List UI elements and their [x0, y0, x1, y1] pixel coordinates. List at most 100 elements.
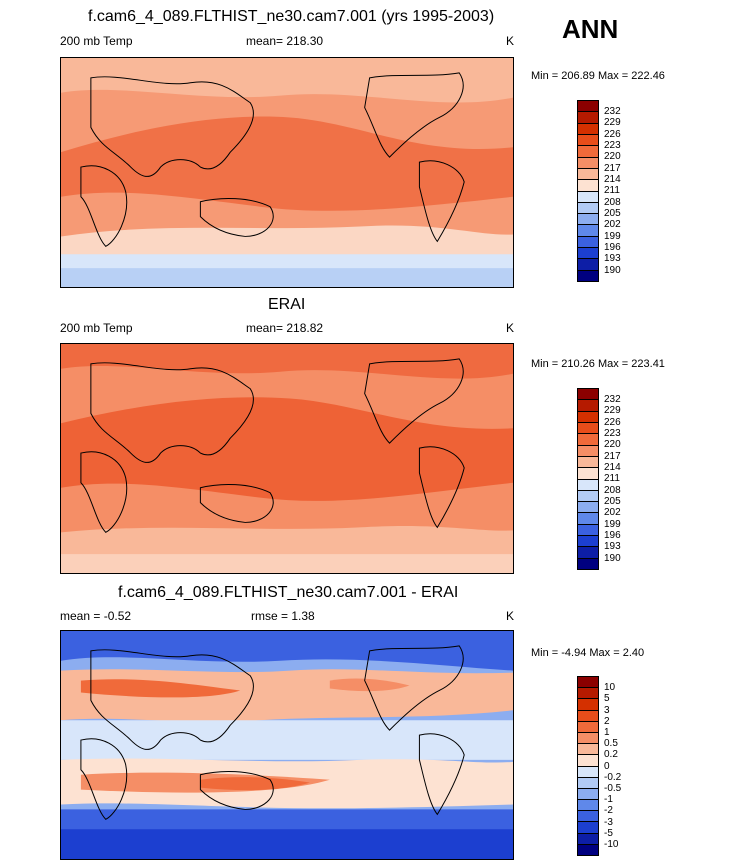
colorbar-cell	[578, 479, 598, 491]
colorbar-cell	[578, 800, 598, 812]
colorbar-cell	[578, 248, 598, 260]
colorbar-label: 2	[604, 715, 610, 727]
colorbar-cell	[578, 389, 598, 401]
colorbar-label: 193	[604, 541, 621, 553]
colorbar-label: 229	[604, 405, 621, 417]
colorbar-cell	[578, 456, 598, 469]
panel1-colorbar	[577, 100, 599, 282]
colorbar-label: 211	[604, 473, 620, 485]
colorbar-label: 5	[604, 693, 610, 705]
panel2-mean-label: mean= 218.82	[246, 321, 324, 335]
colorbar-cell	[578, 833, 598, 845]
colorbar-cell	[578, 777, 598, 789]
colorbar-cell	[578, 688, 598, 700]
panel1-mean-label: mean= 218.30	[246, 34, 324, 48]
colorbar-label: 205	[604, 496, 621, 508]
colorbar-cell	[578, 445, 598, 457]
colorbar-cell	[578, 422, 598, 435]
panel1-title: f.cam6_4_089.FLTHIST_ne30.cam7.001 (yrs …	[88, 8, 495, 25]
colorbar-cell	[578, 270, 598, 281]
colorbar-cell	[578, 214, 598, 226]
colorbar-label: 3	[604, 704, 610, 716]
colorbar-cell	[578, 536, 598, 548]
panel3-title: f.cam6_4_089.FLTHIST_ne30.cam7.001 - ERA…	[118, 584, 459, 601]
colorbar-cell	[578, 721, 598, 733]
colorbar-label: 214	[604, 462, 621, 474]
colorbar-label: -0.2	[604, 771, 622, 783]
colorbar-cell	[578, 123, 598, 135]
colorbar-label: 208	[604, 196, 621, 208]
colorbar-cell	[578, 191, 598, 203]
colorbar-cell	[578, 788, 598, 801]
panel3-minmax: Min = -4.94 Max = 2.40	[531, 647, 645, 659]
colorbar-label: 196	[604, 530, 621, 542]
colorbar-cell	[578, 490, 598, 503]
colorbar-cell	[578, 180, 598, 192]
colorbar-cell	[578, 236, 598, 249]
colorbar-label: 199	[604, 518, 621, 530]
panel1-minmax: Min = 206.89 Max = 222.46	[531, 70, 665, 82]
panel2-colorbar-labels: 232 229 226 223 220 217 214 211 208 205 …	[604, 394, 621, 564]
colorbar-label: 196	[604, 242, 621, 254]
colorbar-label: 214	[604, 174, 621, 186]
panel2-left-label: 200 mb Temp	[60, 321, 133, 335]
colorbar-cell	[578, 732, 598, 745]
colorbar-cell	[578, 766, 598, 778]
colorbar-label: 202	[604, 507, 621, 519]
colorbar-label: 1	[604, 726, 610, 738]
colorbar-label: -5	[604, 827, 613, 839]
colorbar-label: 229	[604, 117, 621, 129]
colorbar-cell	[578, 677, 598, 689]
colorbar-cell	[578, 225, 598, 237]
colorbar-label: -1	[604, 794, 613, 806]
colorbar-cell	[578, 101, 598, 113]
colorbar-cell	[578, 202, 598, 215]
colorbar-label: 190	[604, 264, 621, 276]
panel2-colorbar	[577, 388, 599, 570]
colorbar-label: 217	[604, 162, 621, 174]
colorbar-label: -3	[604, 816, 613, 828]
panel3-mean-label: mean = -0.52	[60, 609, 132, 623]
colorbar-label: 202	[604, 219, 621, 231]
colorbar-cell	[578, 434, 598, 446]
colorbar-label: 208	[604, 484, 621, 496]
colorbar-cell	[578, 134, 598, 147]
colorbar-cell	[578, 411, 598, 423]
colorbar-cell	[578, 168, 598, 181]
colorbar-cell	[578, 513, 598, 525]
panel3-rmse-label: rmse = 1.38	[251, 609, 315, 623]
colorbar-label: 223	[604, 140, 621, 152]
panel2-units: K	[506, 321, 515, 335]
colorbar-cell	[578, 755, 598, 767]
panel2-title: ERAI	[268, 296, 306, 313]
colorbar-label: 223	[604, 428, 621, 440]
colorbar-cell	[578, 547, 598, 559]
colorbar-cell	[578, 844, 598, 855]
colorbar-cell	[578, 524, 598, 537]
colorbar-label: 0.2	[604, 749, 618, 761]
colorbar-label: 193	[604, 253, 621, 265]
colorbar-label: 0.5	[604, 738, 618, 750]
colorbar-cell	[578, 468, 598, 480]
colorbar-label: 226	[604, 128, 621, 140]
colorbar-cell	[578, 699, 598, 711]
panel2-map	[60, 343, 514, 574]
panel3-colorbar	[577, 676, 599, 856]
colorbar-cell	[578, 811, 598, 823]
colorbar-label: 10	[604, 682, 616, 694]
panel3-units: K	[506, 609, 515, 623]
colorbar-label: 226	[604, 416, 621, 428]
colorbar-label: 0	[604, 760, 610, 772]
panel1-colorbar-labels: 232 229 226 223 220 217 214 211 208 205 …	[604, 106, 621, 276]
colorbar-cell	[578, 502, 598, 514]
colorbar-label: 217	[604, 450, 621, 462]
colorbar-cell	[578, 259, 598, 271]
colorbar-cell	[578, 157, 598, 169]
colorbar-label: 211	[604, 185, 620, 197]
colorbar-label: 232	[604, 394, 621, 406]
colorbar-label: 232	[604, 106, 621, 118]
panel1-map	[60, 57, 514, 288]
colorbar-cell	[578, 822, 598, 834]
panel3-map	[60, 630, 514, 860]
colorbar-cell	[578, 710, 598, 722]
